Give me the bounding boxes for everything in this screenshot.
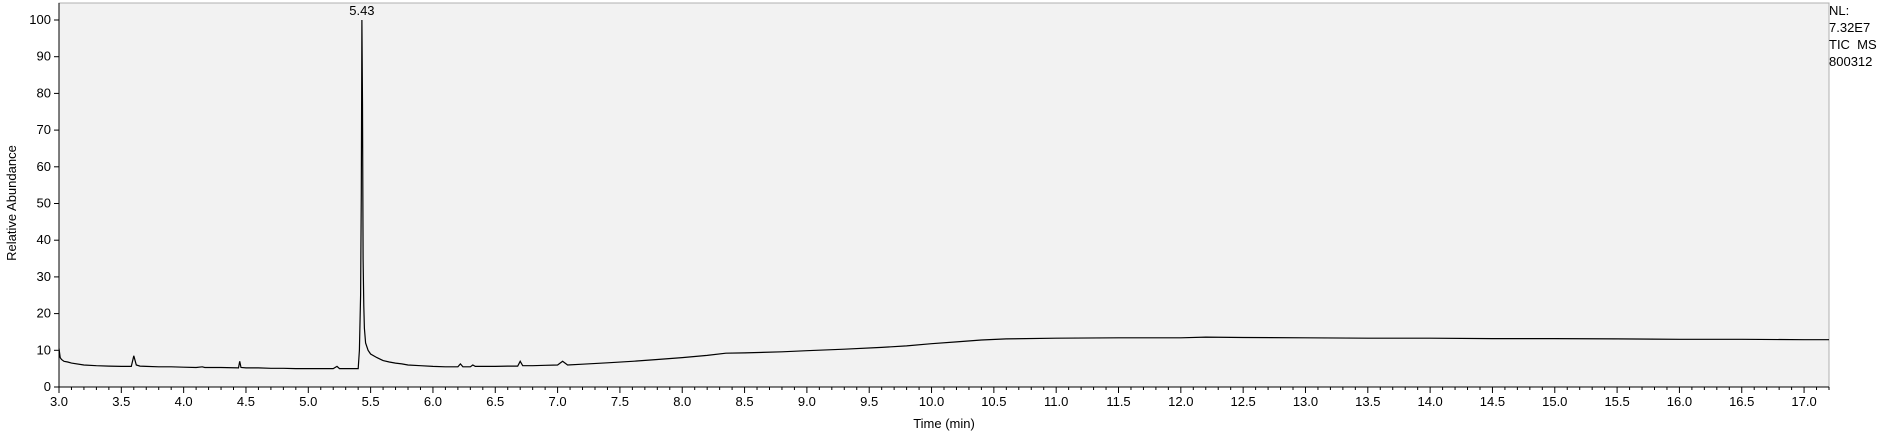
x-tick-label: 9.0 — [798, 394, 816, 409]
y-tick-label: 10 — [37, 342, 51, 357]
peak-label: 5.43 — [349, 3, 374, 18]
file-id: 800312 — [1829, 54, 1873, 69]
x-axis-ticks: 3.0 3.5 4.0 4.5 5.0 5.5 6.0 6.5 7.0 7.5 8.0 8.5 9.0 9… — [50, 387, 1830, 409]
y-tick-label: 100 — [29, 12, 51, 27]
x-tick-label: 3.5 — [112, 394, 130, 409]
x-tick-label: 10.5 — [981, 394, 1006, 409]
x-tick-label: 14.0 — [1417, 394, 1442, 409]
series-line-tic — [58, 19, 1829, 370]
x-tick-label: 11.0 — [1044, 394, 1068, 409]
y-tick-label: 0 — [44, 379, 51, 394]
x-tick-label: 8.5 — [736, 394, 754, 409]
x-tick-label: 15.0 — [1542, 394, 1567, 409]
x-tick-label: 17.0 — [1791, 394, 1816, 409]
y-tick-label: 70 — [37, 122, 51, 137]
y-tick-label: 90 — [37, 49, 51, 64]
x-tick-label: 12.5 — [1230, 394, 1255, 409]
x-tick-label: 3.0 — [50, 394, 68, 409]
y-tick-label: 20 — [37, 306, 51, 321]
x-tick-label: 6.5 — [486, 394, 504, 409]
y-tick-label: 60 — [37, 159, 51, 174]
x-tick-label: 8.0 — [673, 394, 691, 409]
x-tick-label: 6.0 — [424, 394, 442, 409]
nl-value: 7.32E7 — [1829, 20, 1871, 35]
x-tick-label: 12.0 — [1168, 394, 1193, 409]
x-tick-label: 4.0 — [175, 394, 193, 409]
x-tick-label: 13.0 — [1293, 394, 1318, 409]
nl-label: NL: — [1829, 3, 1850, 18]
x-tick-label: 11.5 — [1106, 394, 1130, 409]
x-tick-label: 9.5 — [860, 394, 878, 409]
x-tick-label: 16.0 — [1667, 394, 1692, 409]
x-tick-label: 7.0 — [549, 394, 567, 409]
x-tick-label: 4.5 — [237, 394, 255, 409]
y-tick-label: 40 — [37, 232, 51, 247]
x-tick-label: 16.5 — [1729, 394, 1754, 409]
x-tick-label: 14.5 — [1480, 394, 1505, 409]
x-tick-label: 5.0 — [299, 394, 317, 409]
x-tick-label: 7.5 — [611, 394, 629, 409]
y-tick-label: 50 — [37, 196, 51, 211]
y-tick-label: 80 — [37, 85, 51, 100]
scan-filter: TIC MS — [1829, 37, 1877, 52]
y-axis-label: Relative Abundance — [4, 145, 19, 261]
x-tick-label: 5.5 — [362, 394, 380, 409]
y-tick-label: 30 — [37, 269, 51, 284]
x-axis-label: Time (min) — [913, 416, 975, 431]
normalization-level-info: NL: 7.32E7 TIC MS 800312 — [1829, 2, 1877, 70]
y-axis-ticks: 0 10 20 30 40 50 60 70 80 90 100 — [29, 12, 59, 394]
x-tick-label: 10.0 — [919, 394, 944, 409]
x-tick-label: 15.5 — [1604, 394, 1629, 409]
x-tick-label: 13.5 — [1355, 394, 1380, 409]
plot-area — [58, 2, 1830, 388]
